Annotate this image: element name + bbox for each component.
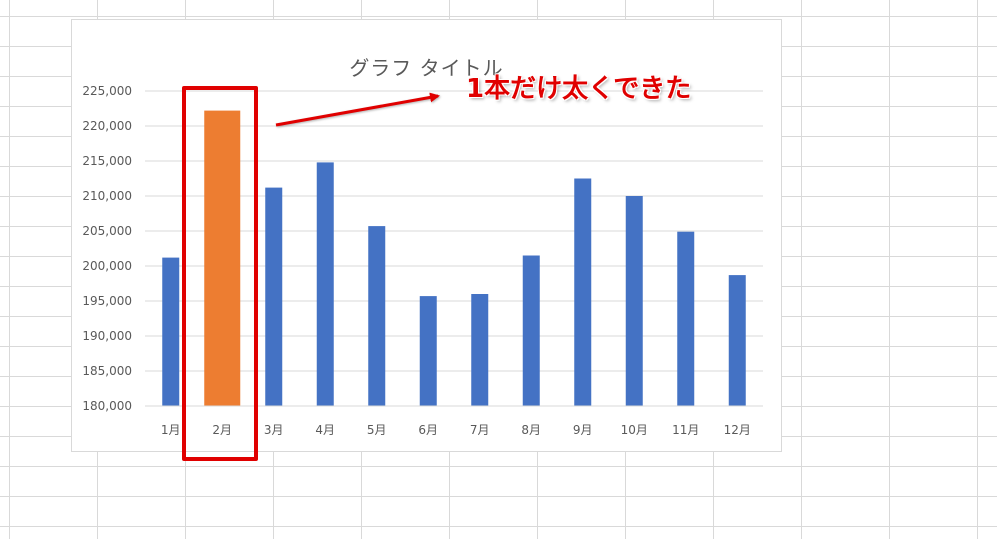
bar-2[interactable]: [204, 110, 241, 406]
bar-6[interactable]: [419, 296, 437, 406]
y-tick-label: 210,000: [82, 189, 132, 203]
bar-4[interactable]: [316, 162, 334, 406]
highlight-box: [182, 86, 258, 461]
bar-3[interactable]: [265, 187, 283, 406]
y-tick-label: 215,000: [82, 154, 132, 168]
x-tick-label: 8月: [521, 423, 541, 437]
bar-8[interactable]: [522, 255, 540, 407]
x-tick-label: 4月: [315, 423, 335, 437]
bar-7[interactable]: [471, 294, 489, 406]
x-tick-label: 9月: [573, 423, 593, 437]
x-tick-label: 11月: [672, 423, 699, 437]
bar-9[interactable]: [574, 178, 592, 407]
y-tick-label: 205,000: [82, 224, 132, 238]
y-tick-label: 220,000: [82, 119, 132, 133]
x-tick-label: 6月: [418, 423, 438, 437]
x-tick-label: 1月: [161, 423, 181, 437]
chart-title[interactable]: グラフ タイトル: [349, 56, 504, 80]
bar-12[interactable]: [728, 275, 746, 406]
x-tick-label: 2月: [212, 423, 232, 437]
y-tick-label: 180,000: [82, 399, 132, 413]
x-tick-label: 5月: [367, 423, 387, 437]
x-tick-label: 3月: [264, 423, 284, 437]
callout-annotation: 1本だけ太くできた: [466, 74, 692, 104]
bar-11[interactable]: [677, 231, 695, 406]
y-tick-label: 195,000: [82, 294, 132, 308]
y-tick-label: 225,000: [82, 84, 132, 98]
bar-1[interactable]: [162, 257, 180, 406]
y-tick-label: 190,000: [82, 329, 132, 343]
bar-5[interactable]: [368, 226, 386, 406]
x-tick-label: 7月: [470, 423, 490, 437]
x-tick-label: 10月: [621, 423, 648, 437]
y-tick-label: 185,000: [82, 364, 132, 378]
y-tick-label: 200,000: [82, 259, 132, 273]
bar-10[interactable]: [625, 196, 643, 406]
x-tick-label: 12月: [724, 423, 751, 437]
